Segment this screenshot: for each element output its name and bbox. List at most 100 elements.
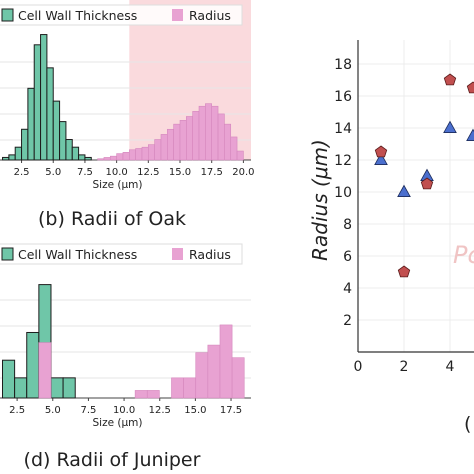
radius-bar [134,390,148,399]
radius-bar [186,116,193,161]
cell-wall-bar [2,156,10,161]
x-tick-label: 5.0 [45,405,61,416]
legend-swatch-cell-wall [1,8,14,22]
radius-bar [122,152,130,161]
cell-wall-bar [40,34,48,161]
x-tick-label: 10.0 [105,167,127,178]
x-tick-label: 10.0 [113,405,135,416]
faint-annotation: Pc [453,241,474,269]
radius-bar [236,150,244,161]
x-tick-label: 5.0 [45,167,61,178]
radius-bar [231,357,245,399]
radius-bar [141,146,149,161]
legend-swatch-radius [172,9,183,21]
radius-bar [116,153,124,161]
radius-scatter-plot: 2 4 6 8 10 12 14 16 18 0 2 4 Radius (μm) Pc ( [308,40,474,435]
radius-bar [160,134,168,161]
cell-wall-bar [84,156,92,161]
radius-bar [183,377,197,399]
cell-wall-bar [26,331,40,399]
radius-bar [179,120,187,161]
legend-label-radius: Radius [189,8,231,23]
radius-bar [129,149,136,161]
cell-wall-bar [50,377,64,399]
x-tick-label: 7.5 [77,167,93,178]
x-tick-label: 15.0 [184,405,206,416]
x-axis-label: Size (μm) [93,179,143,191]
cell-wall-bar [14,146,23,161]
radius-bar [103,157,111,161]
x-tick-label: 12.5 [149,405,171,416]
y-tick-label: 16 [334,89,352,105]
legend-label-cell-wall: Cell Wall Thickness [18,8,137,23]
x-tick-label: 2.5 [14,167,30,178]
cell-wall-bar [21,128,29,161]
cell-wall-bar [14,377,28,399]
y-tick-label: 14 [334,121,352,137]
radius-bar [171,377,184,399]
radius-bar [135,148,143,161]
radius-bar [154,139,162,161]
y-tick-label: 10 [334,185,352,201]
x-tick-label: 0 [354,359,363,375]
radius-bar [230,136,238,161]
cell-wall-bar [52,100,61,161]
radius-bar [167,128,174,161]
cell-wall-bar [71,146,80,161]
radius-bar [173,123,181,161]
cell-wall-bar [27,87,35,161]
y-axis-label: Radius (μm) [308,139,332,261]
x-tick-label: 4 [446,359,455,375]
pentagon-point [466,81,474,94]
x-tick-label: 2 [400,359,409,375]
x-axis-label: Size (μm) [93,417,143,429]
cell-wall-bar [1,359,16,399]
cell-wall-bar [59,121,67,161]
y-tick-label: 4 [343,281,352,297]
legend-label-cell-wall: Cell Wall Thickness [18,247,137,262]
radius-bar [195,352,209,399]
panel-caption: (b) Radii of Oak [38,208,186,230]
triangle-point [374,152,388,165]
histogram-oak: 2.5 5.0 7.5 10.0 12.5 15.0 17.5 20.0 Size (μm) Ce… [0,0,255,230]
cell-wall-bar [78,154,86,161]
cell-wall-bar [65,139,73,161]
y-tick-label: 12 [334,153,352,169]
y-tick-label: 8 [343,217,352,233]
triangle-point [466,128,474,141]
radius-bar [198,105,206,161]
x-tick-label: 2.5 [9,405,25,416]
legend-label-radius: Radius [189,247,231,262]
radius-bar [97,158,105,161]
x-tick-label: 17.5 [201,167,223,178]
pentagon-point [443,73,457,86]
radius-bar [109,155,117,161]
radius-bar [146,390,160,399]
cell-wall-bar [33,44,42,161]
y-tick-label: 6 [343,249,352,265]
pentagon-point [397,265,411,278]
panel-caption-fragment: ( [464,413,471,435]
x-tick-label: 15.0 [169,167,191,178]
radius-bar [217,113,225,161]
legend-swatch-cell-wall [1,247,14,261]
panel-caption: (d) Radii of Juniper [24,449,201,471]
radius-bar [148,144,155,161]
radius-bar [224,123,232,161]
cell-wall-bar [62,377,76,399]
radius-bar [219,324,233,399]
radius-bar [205,103,213,161]
y-tick-label: 18 [334,57,352,73]
y-tick-label: 2 [343,313,352,329]
histogram-juniper: 2.5 5.0 7.5 10.0 12.5 15.0 17.5 Size (μm) Cell W… [0,243,251,471]
radius-bar [211,105,219,161]
cell-wall-bar [46,67,54,161]
radius-bar [38,342,52,399]
radius-bar [207,344,221,399]
radius-bar [192,111,200,161]
x-tick-label: 20.0 [232,167,254,178]
x-tick-label: 7.5 [80,405,96,416]
legend: Cell Wall Thickness Radius [0,243,243,265]
legend-swatch-radius [172,248,183,260]
